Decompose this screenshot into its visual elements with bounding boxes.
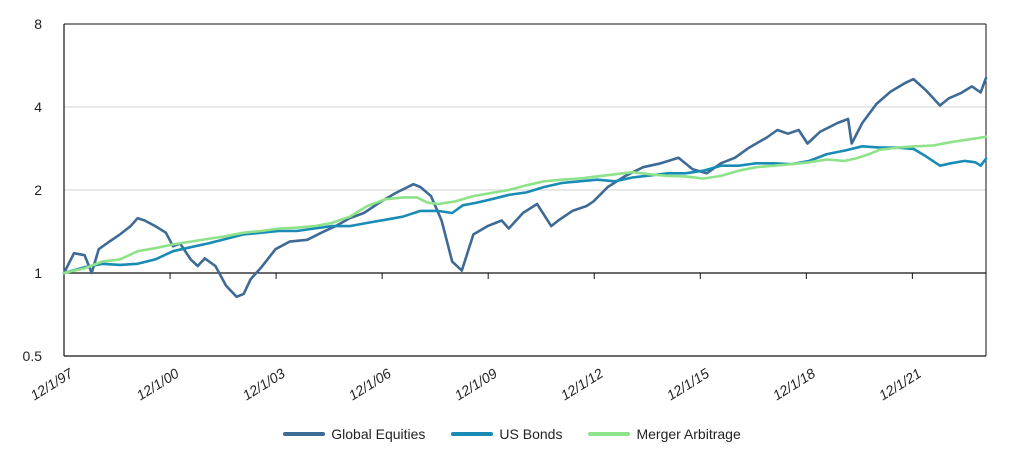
legend: Global Equities US Bonds Merger Arbitrage [0,426,1024,442]
series-lines [62,76,988,299]
legend-label: US Bonds [499,426,563,442]
y-tick-labels: 0.5 1 2 4 8 [23,16,43,364]
legend-item: Global Equities [283,426,425,442]
x-tick-label: 12/1/03 [240,365,288,403]
legend-swatch [451,432,494,436]
x-tick-label: 12/1/97 [27,364,76,403]
series-line-us-bonds [62,145,988,275]
legend-swatch [283,432,326,436]
y-tick-label: 4 [34,99,42,115]
x-tick-label: 12/1/18 [770,365,818,403]
legend-label: Merger Arbitrage [636,426,741,442]
y-tick-label: 0.5 [23,348,43,364]
legend-swatch [588,432,631,436]
x-tick-label: 12/1/09 [452,365,500,403]
x-tick-label: 12/1/21 [876,365,924,403]
x-tick-label: 12/1/06 [346,365,394,403]
x-tick-label: 12/1/15 [664,365,712,403]
y-tick-label: 1 [34,265,42,281]
legend-item: US Bonds [451,426,562,442]
x-tick-label: 12/1/00 [134,365,182,403]
x-tick-labels: 12/1/97 12/1/00 12/1/03 12/1/06 12/1/09 12/1/… [27,364,923,403]
legend-item: Merger Arbitrage [588,426,741,442]
gridlines [64,23,986,191]
x-tick-label: 12/1/12 [558,365,606,403]
series-line-global-equities [62,76,988,299]
y-tick-label: 8 [34,16,42,32]
series-line-merger-arbitrage [62,135,988,275]
y-tick-label: 2 [34,182,42,198]
legend-label: Global Equities [331,426,426,442]
